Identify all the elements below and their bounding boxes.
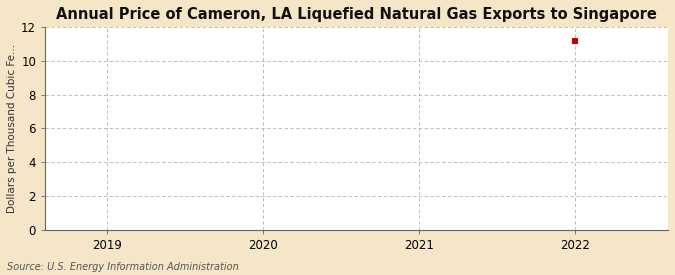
Title: Annual Price of Cameron, LA Liquefied Natural Gas Exports to Singapore: Annual Price of Cameron, LA Liquefied Na… [56,7,657,22]
Text: Source: U.S. Energy Information Administration: Source: U.S. Energy Information Administ… [7,262,238,272]
Y-axis label: Dollars per Thousand Cubic Fe...: Dollars per Thousand Cubic Fe... [7,44,17,213]
